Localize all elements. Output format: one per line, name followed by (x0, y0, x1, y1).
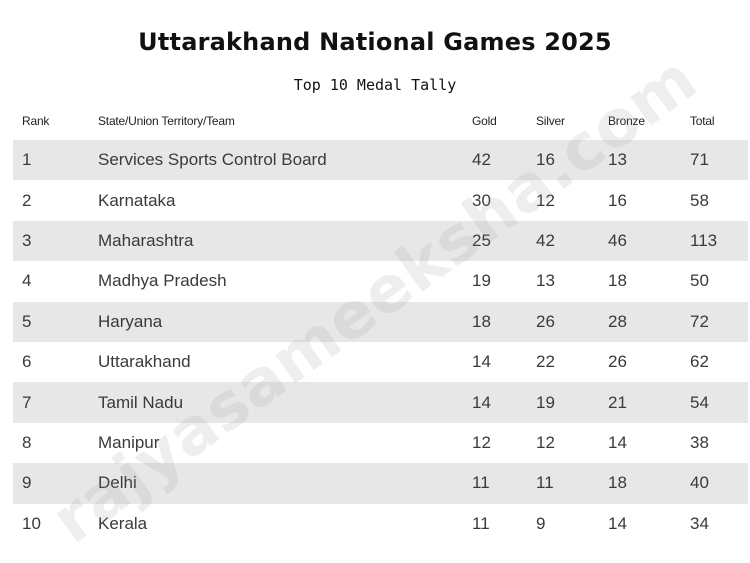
cell-team: Karnataka (98, 180, 472, 221)
cell-bronze: 16 (608, 180, 690, 221)
cell-gold: 12 (472, 422, 536, 464)
cell-gold: 25 (472, 220, 536, 262)
cell-rank: 5 (13, 301, 98, 342)
header-silver: Silver (536, 114, 565, 128)
cell-team: Uttarakhand (98, 341, 472, 383)
cell-bronze: 13 (608, 140, 690, 181)
cell-bronze: 26 (608, 341, 690, 383)
cell-silver: 22 (536, 341, 608, 383)
table-body: 1 Services Sports Control Board 42 16 13 71 2 K… (13, 140, 748, 544)
cell-total: 40 (690, 463, 748, 504)
cell-silver: 11 (536, 463, 608, 504)
cell-gold: 30 (472, 180, 536, 221)
cell-team: Maharashtra (98, 220, 472, 262)
cell-silver: 16 (536, 140, 608, 181)
header-total: Total (690, 114, 715, 128)
cell-total: 38 (690, 422, 748, 464)
cell-bronze: 21 (608, 382, 690, 423)
cell-silver: 12 (536, 422, 608, 464)
cell-total: 58 (690, 180, 748, 221)
cell-rank: 2 (13, 180, 98, 221)
cell-team: Services Sports Control Board (98, 140, 472, 181)
table-row: 10 Kerala 11 9 14 34 (13, 503, 748, 544)
cell-team: Delhi (98, 463, 472, 504)
header-team: State/Union Territory/Team (98, 114, 235, 128)
table-row: 3 Maharashtra 25 42 46 113 (13, 220, 748, 262)
table-row: 5 Haryana 18 26 28 72 (13, 301, 748, 342)
cell-rank: 6 (13, 341, 98, 383)
cell-gold: 11 (472, 463, 536, 504)
table-row: 7 Tamil Nadu 14 19 21 54 (13, 382, 748, 423)
cell-bronze: 14 (608, 503, 690, 544)
cell-bronze: 46 (608, 220, 690, 262)
cell-silver: 9 (536, 503, 608, 544)
cell-team: Manipur (98, 422, 472, 464)
cell-bronze: 18 (608, 463, 690, 504)
cell-total: 62 (690, 341, 748, 383)
cell-total: 54 (690, 382, 748, 423)
table-row: 1 Services Sports Control Board 42 16 13 71 (13, 140, 748, 181)
cell-team: Tamil Nadu (98, 382, 472, 423)
table-header-row: Rank State/Union Territory/Team Gold Sil… (13, 102, 748, 140)
cell-rank: 4 (13, 261, 98, 302)
cell-rank: 10 (13, 503, 98, 544)
cell-total: 72 (690, 301, 748, 342)
table-row: 6 Uttarakhand 14 22 26 62 (13, 341, 748, 383)
cell-silver: 42 (536, 220, 608, 262)
cell-gold: 19 (472, 261, 536, 302)
cell-gold: 18 (472, 301, 536, 342)
cell-rank: 9 (13, 463, 98, 504)
cell-team: Kerala (98, 503, 472, 544)
cell-rank: 8 (13, 422, 98, 464)
cell-gold: 11 (472, 503, 536, 544)
cell-rank: 7 (13, 382, 98, 423)
cell-silver: 12 (536, 180, 608, 221)
cell-gold: 14 (472, 341, 536, 383)
cell-total: 71 (690, 140, 748, 181)
cell-rank: 3 (13, 220, 98, 262)
cell-total: 50 (690, 261, 748, 302)
cell-rank: 1 (13, 140, 98, 181)
cell-silver: 19 (536, 382, 608, 423)
table-row: 2 Karnataka 30 12 16 58 (13, 180, 748, 221)
cell-total: 113 (690, 220, 748, 262)
cell-bronze: 14 (608, 422, 690, 464)
header-bronze: Bronze (608, 114, 645, 128)
medal-tally-table: Rank State/Union Territory/Team Gold Sil… (13, 102, 748, 544)
cell-silver: 26 (536, 301, 608, 342)
cell-gold: 42 (472, 140, 536, 181)
cell-silver: 13 (536, 261, 608, 302)
cell-total: 34 (690, 503, 748, 544)
cell-bronze: 18 (608, 261, 690, 302)
table-row: 9 Delhi 11 11 18 40 (13, 463, 748, 504)
header-gold: Gold (472, 114, 497, 128)
cell-team: Madhya Pradesh (98, 261, 472, 302)
table-row: 4 Madhya Pradesh 19 13 18 50 (13, 261, 748, 302)
page-subtitle: Top 10 Medal Tally (293, 76, 457, 94)
cell-team: Haryana (98, 301, 472, 342)
header-rank: Rank (22, 114, 50, 128)
cell-bronze: 28 (608, 301, 690, 342)
page-title: Uttarakhand National Games 2025 (138, 28, 612, 56)
table-row: 8 Manipur 12 12 14 38 (13, 422, 748, 464)
cell-gold: 14 (472, 382, 536, 423)
